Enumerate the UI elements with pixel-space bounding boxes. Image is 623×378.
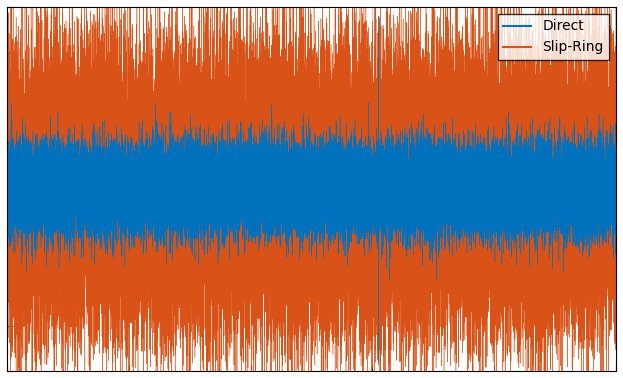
Direct xyxy=(612,194,620,199)
Direct xyxy=(370,183,378,187)
Slip-Ring xyxy=(612,170,620,175)
Slip-Ring xyxy=(334,208,341,212)
Line: Direct: Direct xyxy=(7,16,616,362)
Slip-Ring xyxy=(3,240,11,245)
Slip-Ring xyxy=(237,243,244,247)
Slip-Ring xyxy=(150,161,157,166)
Line: Slip-Ring: Slip-Ring xyxy=(7,0,616,378)
Legend: Direct, Slip-Ring: Direct, Slip-Ring xyxy=(498,14,609,60)
Slip-Ring xyxy=(45,225,52,229)
Slip-Ring xyxy=(370,223,378,228)
Direct xyxy=(375,360,383,364)
Direct xyxy=(45,172,52,177)
Direct xyxy=(3,191,11,196)
Direct xyxy=(455,170,463,175)
Direct xyxy=(150,156,157,161)
Direct xyxy=(334,184,341,188)
Slip-Ring xyxy=(455,226,463,231)
Direct xyxy=(375,14,383,18)
Direct xyxy=(237,169,244,173)
